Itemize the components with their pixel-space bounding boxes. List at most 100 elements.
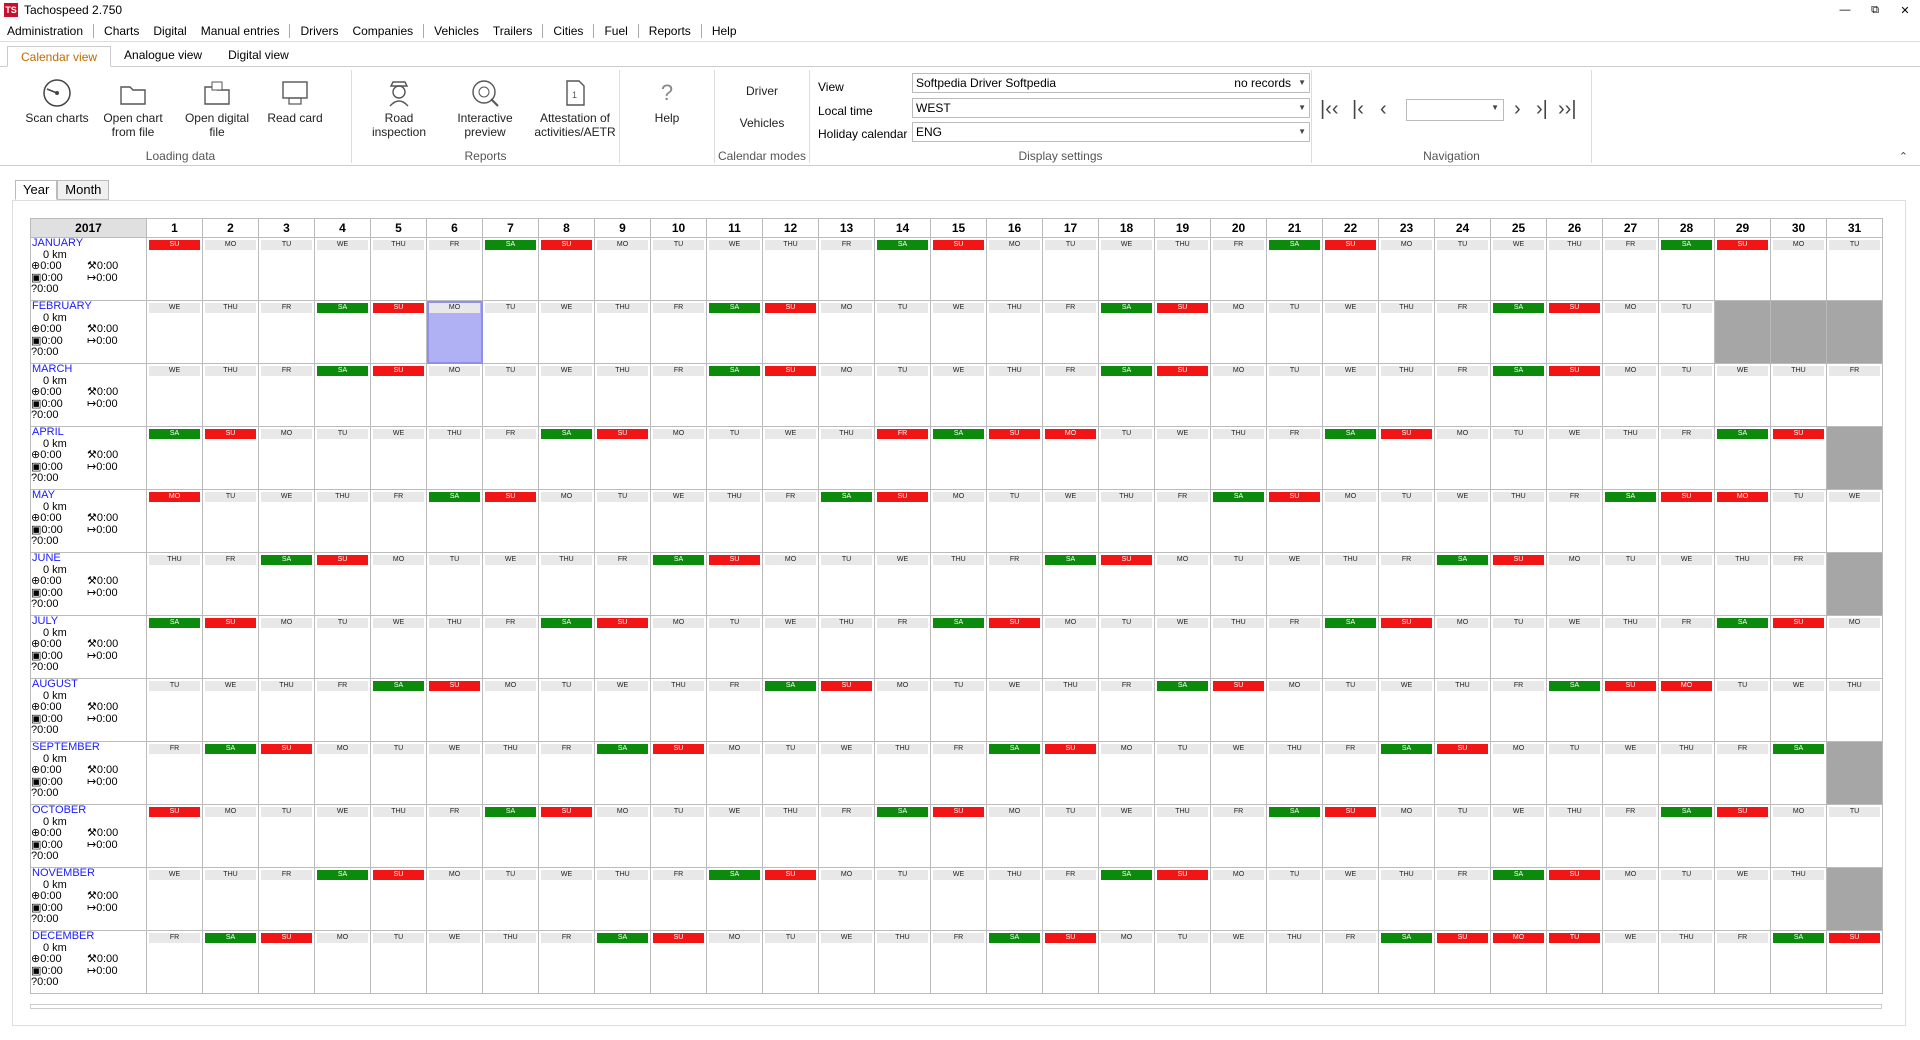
day-cell[interactable]: SA <box>1434 552 1491 616</box>
menu-reports[interactable]: Reports <box>648 23 691 38</box>
day-cell[interactable]: MO <box>930 489 987 553</box>
day-cell[interactable]: MO <box>1826 615 1883 679</box>
day-cell[interactable]: TU <box>818 552 875 616</box>
day-cell[interactable]: MO <box>1210 867 1267 931</box>
day-cell[interactable]: SA <box>482 237 539 301</box>
month-name[interactable]: NOVEMBER <box>32 867 95 879</box>
day-cell[interactable]: SU <box>538 804 595 868</box>
day-cell[interactable]: WE <box>258 489 315 553</box>
day-cell[interactable]: SU <box>986 615 1043 679</box>
day-cell[interactable]: WE <box>426 930 483 994</box>
day-cell[interactable]: SA <box>1378 741 1435 805</box>
day-cell[interactable]: MO <box>1602 867 1659 931</box>
period-select[interactable]: ▼ <box>1406 99 1504 121</box>
day-cell[interactable]: TU <box>1658 867 1715 931</box>
day-cell[interactable]: SU <box>706 552 763 616</box>
day-cell[interactable]: TU <box>1770 489 1827 553</box>
day-cell[interactable]: SA <box>706 300 763 364</box>
day-cell[interactable]: WE <box>818 930 875 994</box>
day-cell[interactable]: FR <box>482 426 539 490</box>
day-cell[interactable]: SA <box>482 804 539 868</box>
day-cell[interactable]: TU <box>762 741 819 805</box>
day-cell[interactable]: SA <box>1042 552 1099 616</box>
day-cell[interactable]: WE <box>986 678 1043 742</box>
month-name[interactable]: MARCH <box>32 363 73 375</box>
day-cell[interactable]: WE <box>762 426 819 490</box>
day-cell[interactable]: TU <box>706 615 763 679</box>
day-cell[interactable]: WE <box>1434 489 1491 553</box>
day-cell[interactable]: THU <box>1098 489 1155 553</box>
day-cell[interactable]: FR <box>1210 804 1267 868</box>
day-cell[interactable]: SU <box>258 741 315 805</box>
day-cell[interactable]: SA <box>1098 300 1155 364</box>
month-name[interactable]: SEPTEMBER <box>32 741 100 753</box>
menu-companies[interactable]: Companies <box>352 23 414 38</box>
horizontal-scrollbar[interactable] <box>30 1004 1882 1009</box>
day-cell[interactable]: WE <box>930 363 987 427</box>
driver-mode-button[interactable]: Driver <box>746 84 778 98</box>
day-cell[interactable]: SA <box>1098 363 1155 427</box>
day-cell[interactable]: THU <box>818 615 875 679</box>
day-cell[interactable]: THU <box>1770 363 1827 427</box>
day-cell[interactable]: THU <box>594 363 651 427</box>
day-cell[interactable]: TU <box>650 237 707 301</box>
day-cell[interactable]: FR <box>1658 426 1715 490</box>
day-cell[interactable]: MO <box>706 741 763 805</box>
menu-vehicles[interactable]: Vehicles <box>434 23 479 38</box>
day-cell[interactable]: FR <box>706 678 763 742</box>
road-inspection-button[interactable]: Road inspection <box>364 78 434 139</box>
day-cell[interactable]: WE <box>314 237 371 301</box>
day-cell[interactable]: FR <box>1434 300 1491 364</box>
day-cell[interactable]: FR <box>1042 867 1099 931</box>
day-cell[interactable]: SU <box>1042 741 1099 805</box>
day-cell[interactable]: TU <box>1826 237 1883 301</box>
day-cell[interactable]: THU <box>706 489 763 553</box>
menu-fuel[interactable]: Fuel <box>604 23 628 38</box>
view-select[interactable]: Softpedia Driver Softpedia no records ▼ <box>912 73 1310 93</box>
month-name[interactable]: DECEMBER <box>32 930 95 942</box>
day-cell[interactable]: THU <box>1546 804 1603 868</box>
month-name[interactable]: APRIL <box>32 426 64 438</box>
day-cell[interactable]: FR <box>1490 678 1547 742</box>
day-cell[interactable]: MO <box>650 426 707 490</box>
day-cell[interactable]: FR <box>1154 489 1211 553</box>
day-cell[interactable]: SA <box>762 678 819 742</box>
day-cell[interactable]: SA <box>706 363 763 427</box>
day-cell[interactable]: WE <box>426 741 483 805</box>
day-cell[interactable]: WE <box>1154 615 1211 679</box>
day-cell[interactable]: THU <box>1154 804 1211 868</box>
close-button[interactable]: ✕ <box>1900 4 1910 17</box>
day-cell[interactable]: SA <box>594 930 651 994</box>
tab-calendar-view[interactable]: Calendar view <box>7 46 112 67</box>
day-cell[interactable]: FR <box>1434 867 1491 931</box>
day-cell[interactable]: WE <box>818 741 875 805</box>
day-cell[interactable]: THU <box>1322 552 1379 616</box>
day-cell[interactable]: SU <box>1546 300 1603 364</box>
day-cell[interactable]: SA <box>930 426 987 490</box>
day-cell[interactable]: SA <box>1210 489 1267 553</box>
day-cell[interactable]: MO <box>1378 237 1435 301</box>
day-cell[interactable]: FR <box>930 741 987 805</box>
day-cell[interactable]: WE <box>370 615 427 679</box>
day-cell[interactable]: SU <box>1210 678 1267 742</box>
day-cell[interactable]: TU <box>1546 741 1603 805</box>
day-cell[interactable]: FR <box>874 615 931 679</box>
day-cell[interactable]: TU <box>650 804 707 868</box>
open-digital-file-button[interactable]: Open digital file <box>182 78 252 139</box>
next-year-icon[interactable]: ›| <box>1536 98 1548 120</box>
day-cell[interactable]: SU <box>762 363 819 427</box>
day-cell[interactable]: THU <box>594 300 651 364</box>
day-cell[interactable]: TU <box>986 489 1043 553</box>
day-cell[interactable]: FR <box>1266 426 1323 490</box>
day-cell[interactable]: THU <box>930 552 987 616</box>
day-cell[interactable]: WE <box>1546 615 1603 679</box>
day-cell[interactable]: MO <box>1266 678 1323 742</box>
day-cell[interactable]: SA <box>1546 678 1603 742</box>
day-cell[interactable]: MO <box>538 489 595 553</box>
first-year-icon[interactable]: |‹‹ <box>1320 98 1339 120</box>
day-cell[interactable]: TU <box>1378 489 1435 553</box>
menu-trailers[interactable]: Trailers <box>492 23 533 38</box>
day-cell[interactable]: MO <box>314 930 371 994</box>
day-cell[interactable]: FR <box>1714 930 1771 994</box>
day-cell[interactable]: FR <box>538 930 595 994</box>
